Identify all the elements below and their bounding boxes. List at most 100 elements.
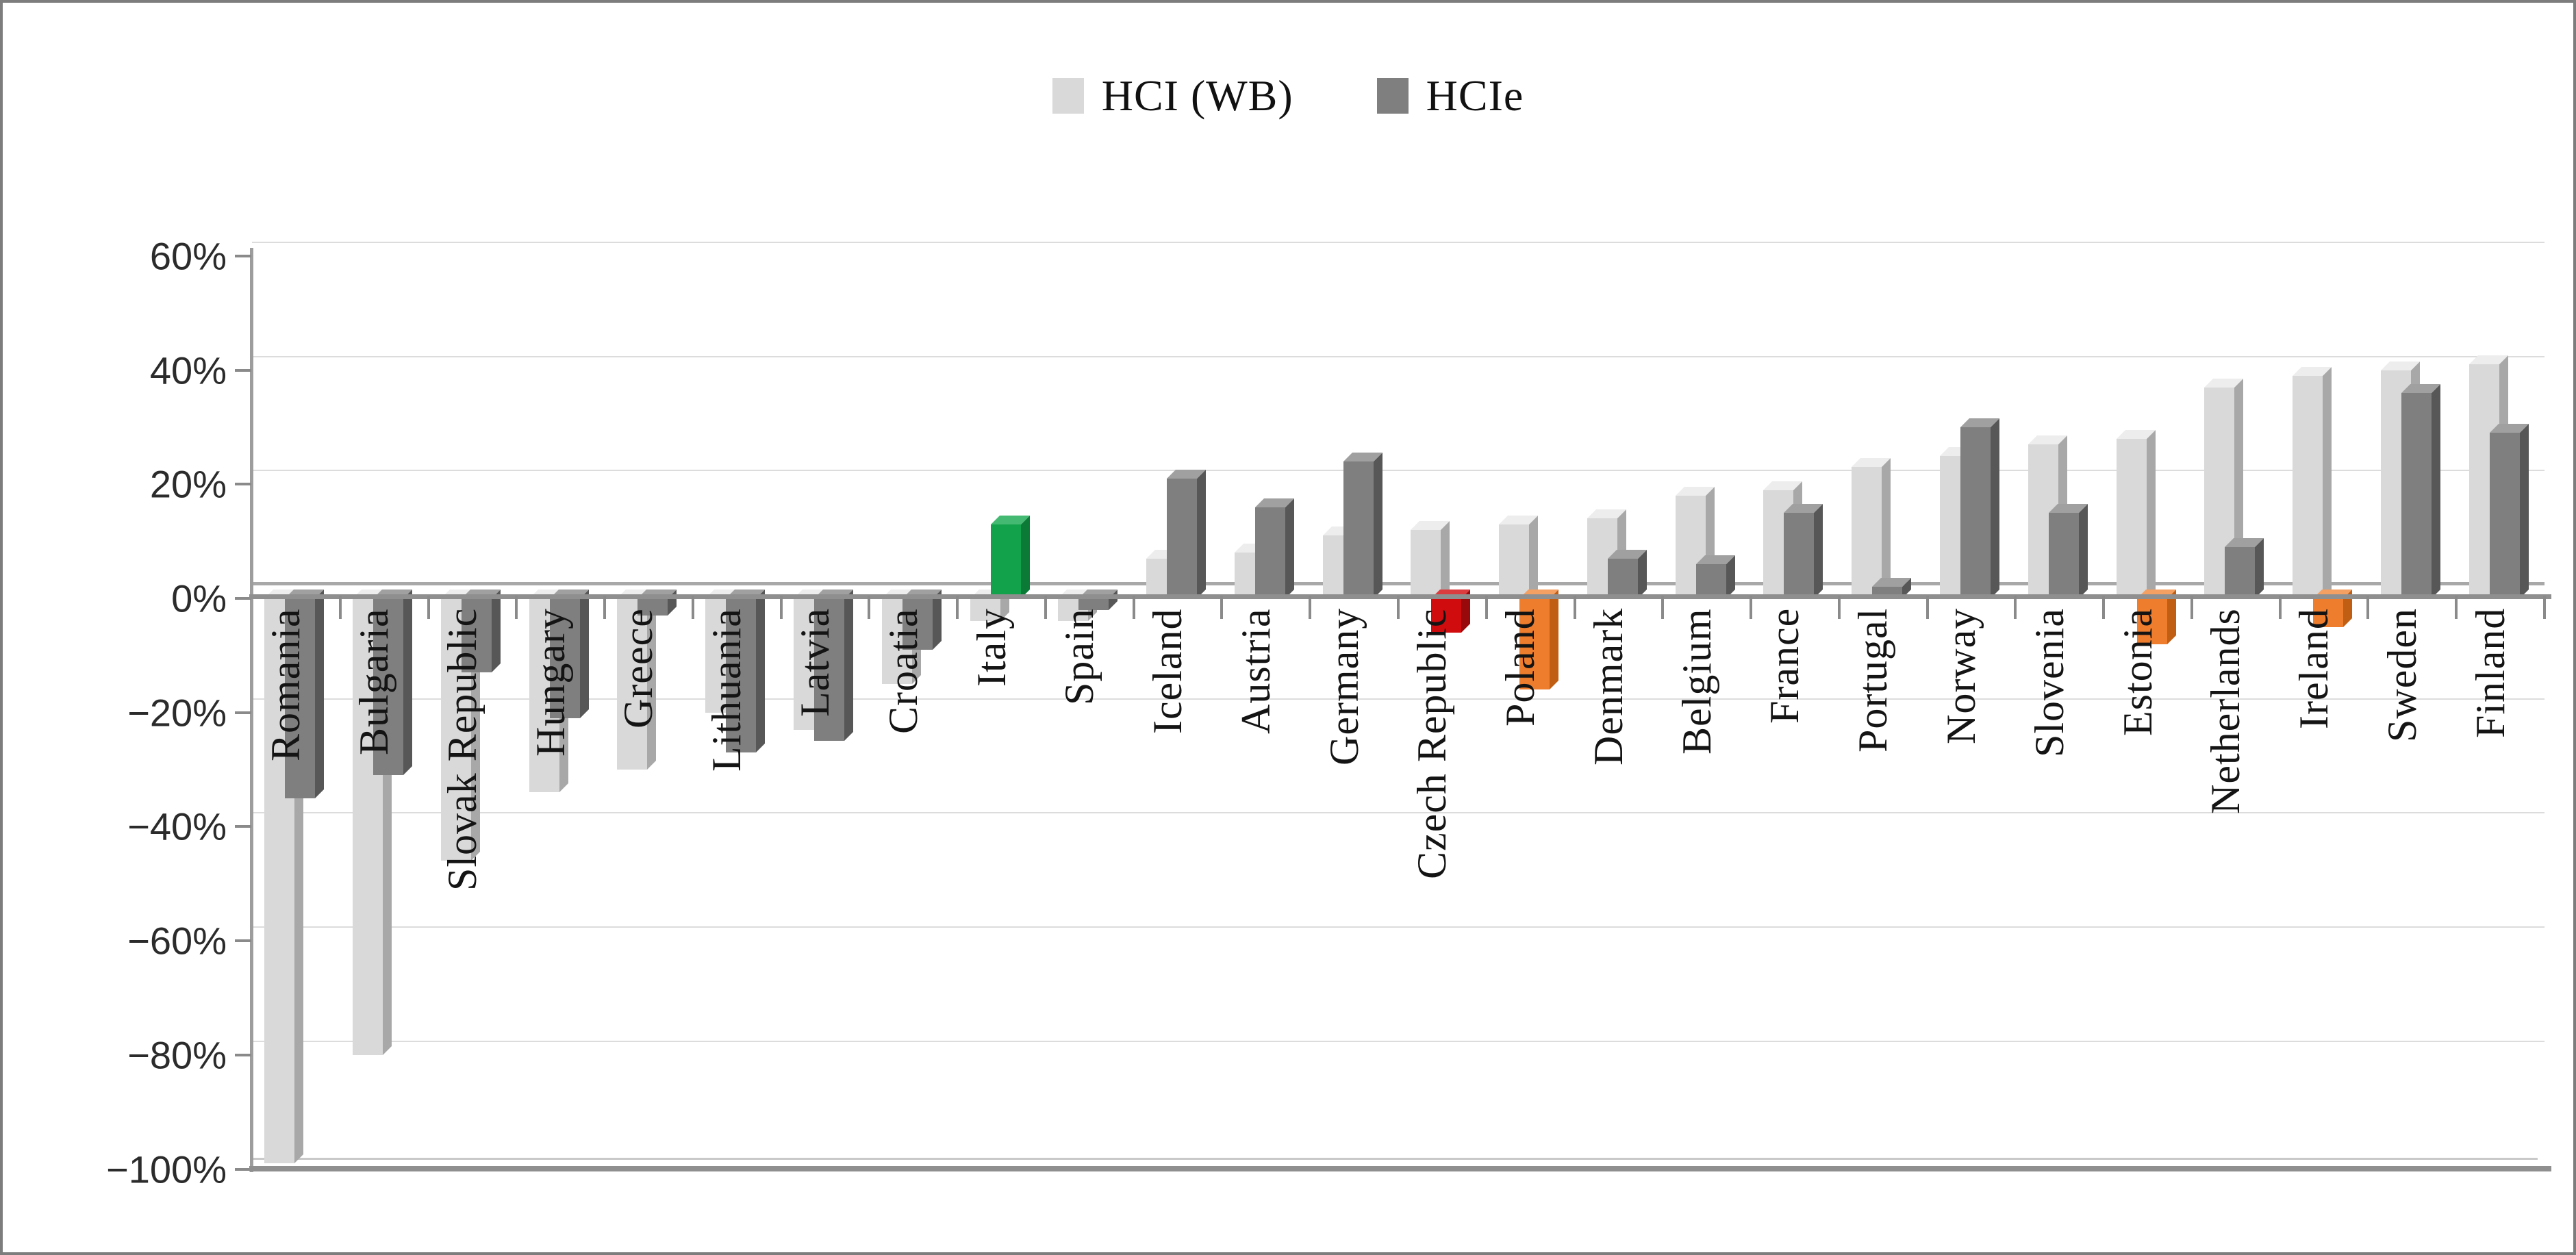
bar-face [637,598,668,616]
bar-face [1499,524,1530,598]
category-label-iceland: Iceland [1145,608,1191,734]
bar-face [814,598,844,741]
y-axis-label--100: −100% [106,1148,227,1191]
category-label-poland: Poland [1498,608,1543,726]
bar-hcie-finland [2489,424,2529,598]
bar-hcie-latvia [814,590,853,741]
x-axis-tick-14 [1485,596,1488,619]
bar-face [1519,598,1550,690]
plot-floor-front-edge [249,1165,2551,1171]
bar-hcie-norway [1960,418,1999,598]
bar-side-face [1814,503,1823,598]
gridline--60 [252,926,2545,928]
bar-face [2225,546,2256,598]
legend-spacer [1311,96,1359,97]
bar-side-face [403,590,413,776]
bar-side-face [579,590,589,719]
bar-hcie-netherlands [2225,537,2264,598]
bar-side-face [1197,469,1207,598]
bar-side-face [2519,424,2529,598]
x-axis-tick-24 [2366,596,2370,619]
bar-side-face [1285,498,1294,598]
x-axis-tick-19 [1925,596,1929,619]
x-axis-tick-23 [2278,596,2282,619]
bar-face [1852,467,1882,598]
y-axis-tick--100 [235,1167,251,1171]
legend-label-hci-wb: HCI (WB) [1101,71,1293,120]
gridline--40 [252,812,2545,814]
bar-face [1254,507,1285,598]
bar-side-face [1991,418,1999,598]
x-axis-tick-25 [2455,596,2458,619]
category-label-croatia: Croatia [880,608,926,734]
y-axis-line [250,248,253,1172]
bar-hci-wb-portugal [1852,458,1891,598]
bar-hcie-france [1784,503,1823,598]
category-label-czech-republic: Czech Republic [1409,608,1455,879]
gridline--20 [252,698,2545,700]
category-label-greece: Greece [616,608,661,728]
category-label-bulgaria: Bulgaria [351,608,397,755]
x-axis-tick-9 [1044,596,1047,619]
bar-hcie-austria [1254,498,1294,598]
y-axis-tick-40 [235,368,251,372]
bar-face [461,598,492,673]
x-axis-tick-6 [779,596,783,619]
x-axis-tick-13 [1397,596,1400,619]
bar-side-face [2323,366,2332,598]
bar-side-face [2255,537,2264,598]
x-axis-tick-7 [868,596,871,619]
y-axis-tick-60 [235,254,251,257]
plot-floor-back-edge [252,1157,2538,1160]
bar-face [902,598,933,650]
category-label-germany: Germany [1321,608,1367,766]
bar-face [2293,375,2323,598]
bar-side-face [315,590,325,798]
gridline-40 [252,355,2545,357]
bar-face [1431,598,1462,633]
bar-side-face [756,590,766,753]
bar-hci-wb-ireland [2293,366,2332,598]
y-axis-label--80: −80% [127,1033,227,1077]
bar-face [1411,529,1441,598]
x-axis-tick-3 [515,596,518,619]
bar-hcie-spain [1078,590,1118,610]
category-label-finland: Finland [2467,608,2513,739]
x-axis-tick-11 [1220,596,1224,619]
category-label-lithuania: Lithuania [704,608,750,772]
category-label-portugal: Portugal [1850,608,1896,753]
category-label-ireland: Ireland [2291,608,2337,729]
bar-hcie-poland [1519,590,1559,690]
x-axis-tick-8 [956,596,959,619]
bar-face [2116,438,2147,598]
category-label-hungary: Hungary [527,608,573,757]
x-axis-tick-1 [338,596,342,619]
gridline-60 [252,241,2545,243]
x-axis-tick-17 [1750,596,1753,619]
legend-label-hcie: HCIe [1426,71,1524,120]
bar-hcie-croatia [902,590,942,650]
y-axis-label--40: −40% [127,804,227,848]
y-axis-tick-20 [235,483,251,486]
bar-side-face [1020,515,1030,598]
x-axis-tick-2 [427,596,430,619]
bar-hcie-iceland [1167,469,1207,598]
bar-hcie-greece [637,590,677,616]
legend-swatch-hcie [1376,78,1409,114]
category-label-slovenia: Slovenia [2026,608,2072,757]
bar-face [1343,461,1374,598]
bar-side-face [844,590,853,741]
bar-face [1960,427,1991,598]
category-label-austria: Austria [1233,608,1278,734]
bar-hci-wb-greece [617,590,657,770]
bar-hcie-germany [1343,452,1382,598]
bar-face [990,524,1021,598]
x-axis-tick-10 [1132,596,1135,619]
bar-side-face [491,590,501,673]
bar-face [2136,598,2167,644]
category-label-slovak-republic: Slovak Republic [439,608,485,891]
bar-hcie-denmark [1607,549,1647,598]
category-label-france: France [1762,608,1808,724]
zero-line-back-edge [252,582,2545,585]
category-label-spain: Spain [1057,608,1102,705]
